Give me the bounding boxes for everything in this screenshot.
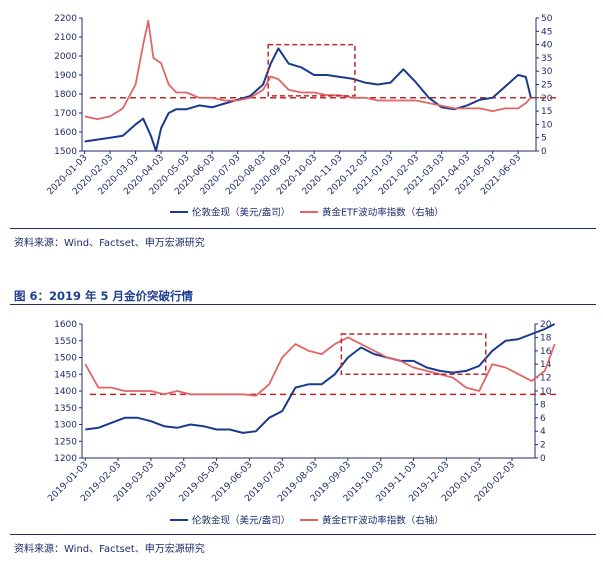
bottom-right-tick-label: 10	[540, 387, 552, 397]
bottom-left-tick-label: 1450	[54, 370, 77, 380]
top-left-tick-label: 2200	[54, 14, 77, 24]
bottom-left-tick-label: 1250	[54, 437, 77, 447]
top-right-tick-label: 40	[541, 41, 553, 51]
top-right-tick-label: 35	[541, 54, 552, 64]
bottom-right-tick-label: 6	[540, 414, 546, 424]
top-right-tick-label: 15	[541, 107, 552, 117]
top-left-tick-label: 1600	[54, 128, 77, 138]
bottom-left-tick-label: 1350	[54, 404, 77, 414]
bottom-left-tick-label: 1550	[54, 337, 77, 347]
bottom-chart-title: 图 6：2019 年 5 月金价突破行情	[14, 289, 194, 303]
top-legend-label: 黄金ETF波动率指数（右轴）	[322, 207, 444, 219]
bottom-left-tick-label: 1300	[54, 421, 77, 431]
top-left-tick-label: 1500	[54, 147, 77, 157]
top-right-tick-label: 0	[541, 147, 547, 157]
bottom-left-tick-label: 1400	[54, 387, 77, 397]
top-series-etf-volatility-line	[84, 19, 532, 120]
top-right-tick-label: 25	[541, 81, 552, 91]
bottom-right-tick-label: 20	[540, 320, 552, 330]
top-right-tick-label: 20	[541, 94, 553, 104]
top-right-tick-label: 30	[541, 67, 553, 77]
bottom-chart-source: 资料来源：Wind、Factset、申万宏源研究	[14, 544, 205, 555]
top-left-tick-label: 1800	[54, 90, 77, 100]
bottom-right-tick-label: 16	[540, 347, 552, 357]
bottom-chart-rule	[10, 534, 596, 535]
top-chart-source: 资料来源：Wind、Factset、申万宏源研究	[14, 238, 205, 249]
top-right-tick-label: 50	[541, 14, 553, 24]
top-series-gold-price-line	[84, 47, 532, 152]
bottom-right-tick-label: 8	[540, 400, 546, 410]
bottom-left-tick-label: 1500	[54, 354, 77, 364]
bottom-left-tick-label: 1600	[54, 320, 77, 330]
top-chart-rule	[10, 228, 596, 229]
bottom-right-tick-label: 12	[540, 374, 551, 384]
top-chart: 1500 1600 1700 1800 1900 2000 2100 2200 0 5 10 15 20…	[46, 14, 560, 219]
bottom-highlight-box	[340, 333, 487, 375]
bottom-series-etf-volatility-line	[84, 336, 556, 397]
top-right-tick-label: 45	[541, 27, 552, 37]
bottom-right-tick-label: 18	[540, 333, 552, 343]
bottom-legend-label: 黄金ETF波动率指数（右轴）	[322, 515, 444, 527]
bottom-series-gold-price-line	[85, 323, 556, 434]
top-legend-label: 伦敦金现（美元/盎司）	[192, 207, 290, 219]
top-left-tick-label: 2100	[54, 33, 77, 43]
top-left-tick-label: 1700	[54, 109, 77, 119]
bottom-right-tick-label: 14	[540, 360, 552, 370]
top-right-tick-label: 10	[541, 120, 553, 130]
top-right-tick-label: 5	[541, 134, 547, 144]
bottom-chart: 1200 1250 1300 1350 1400 1450 1500 1550 1600 0 2 4 6…	[46, 320, 559, 527]
bottom-right-tick-label: 2	[540, 441, 546, 451]
bottom-legend-label: 伦敦金现（美元/盎司）	[192, 515, 290, 527]
bottom-right-tick-label: 4	[540, 427, 546, 437]
top-left-tick-label: 2000	[54, 52, 77, 62]
bottom-chart-title-rule	[10, 304, 596, 305]
top-highlight-box	[267, 43, 356, 97]
top-left-tick-label: 1900	[54, 71, 77, 81]
bottom-right-tick-label: 0	[540, 454, 546, 464]
bottom-left-tick-label: 1200	[54, 454, 77, 464]
